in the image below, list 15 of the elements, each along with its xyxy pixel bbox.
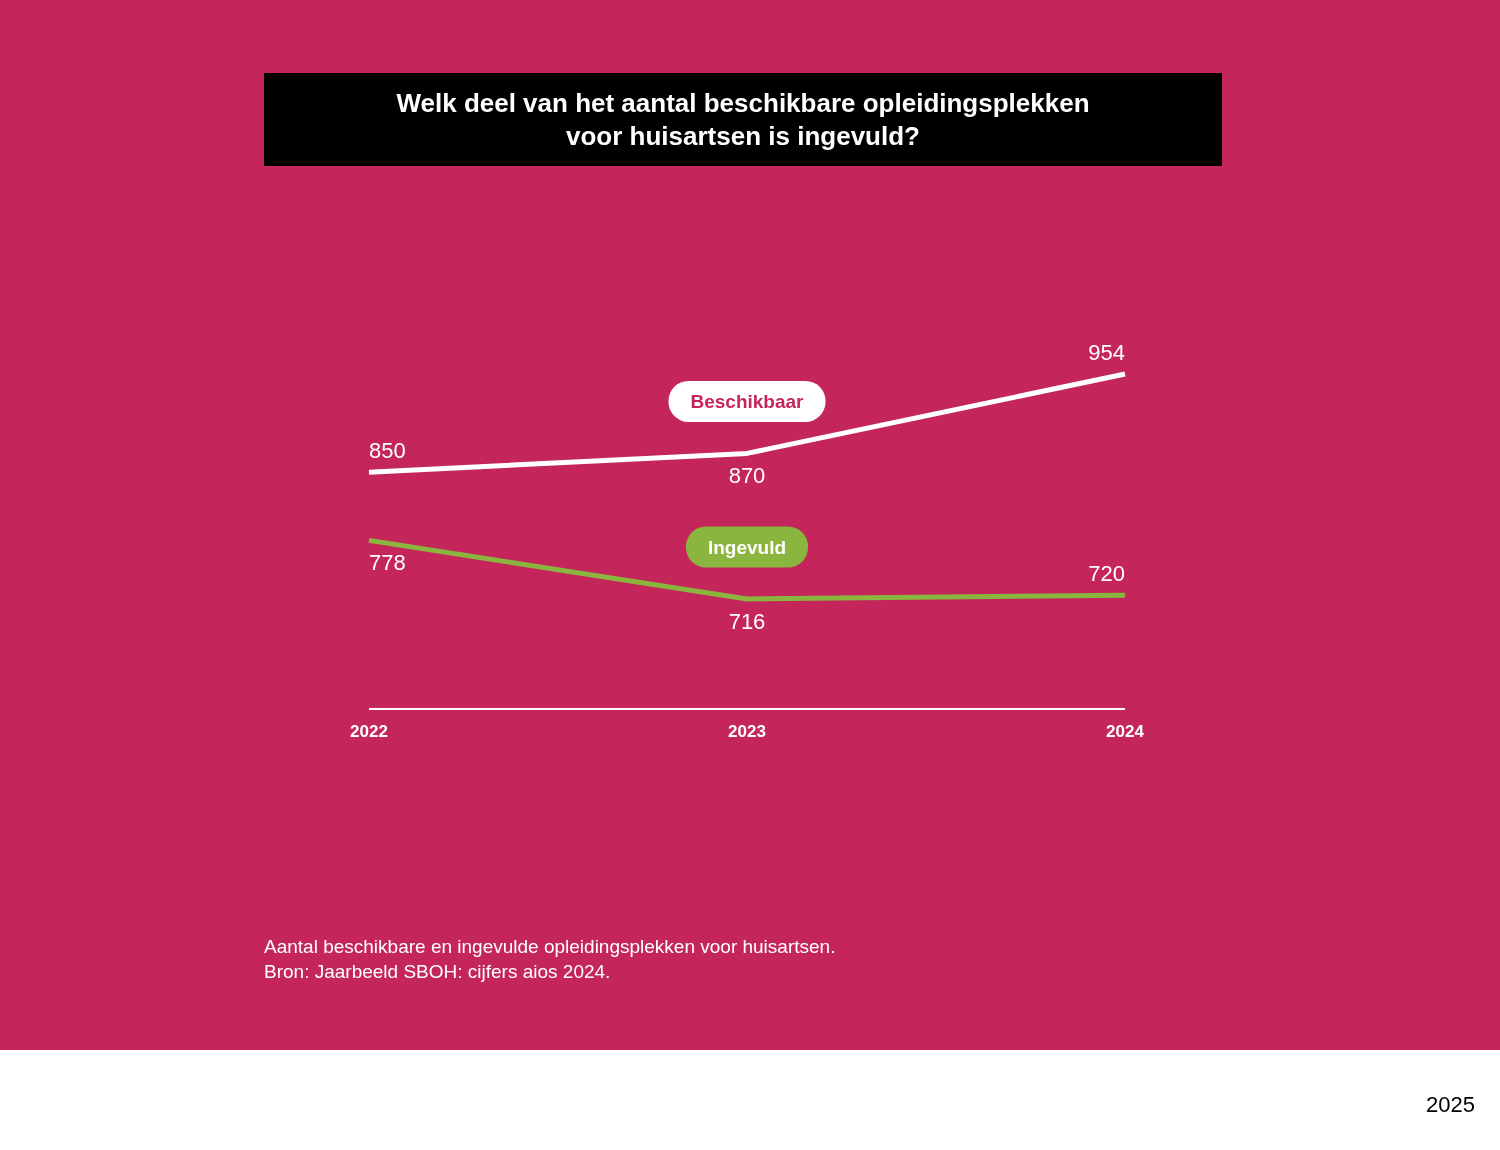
text: Aantal beschikbare en ingevulde opleidingsplekken voor huisartsen.	[264, 936, 836, 957]
text: Bron: Jaarbeeld SBOH: cijfers aios 2024.	[264, 961, 611, 982]
x-tick-label: 2023	[728, 722, 766, 741]
data-label: 716	[728, 609, 766, 634]
series-label: Beschikbaar	[690, 391, 805, 413]
text: 2025	[1426, 1092, 1475, 1117]
chart-title: Welk deel van het aantal beschikbare opleidingsplekken voor huisartsen is ingevuld?	[396, 88, 1090, 151]
data-label: 870	[728, 463, 766, 489]
x-tick-label: 2022	[350, 722, 388, 741]
x-tick-label: 2024	[1106, 722, 1145, 741]
data-label: 778	[369, 550, 406, 576]
data-label: 720	[1088, 561, 1125, 587]
data-label: 850	[369, 438, 406, 464]
series-label: Ingevuld	[707, 537, 787, 558]
data-label: 954	[1088, 340, 1125, 365]
